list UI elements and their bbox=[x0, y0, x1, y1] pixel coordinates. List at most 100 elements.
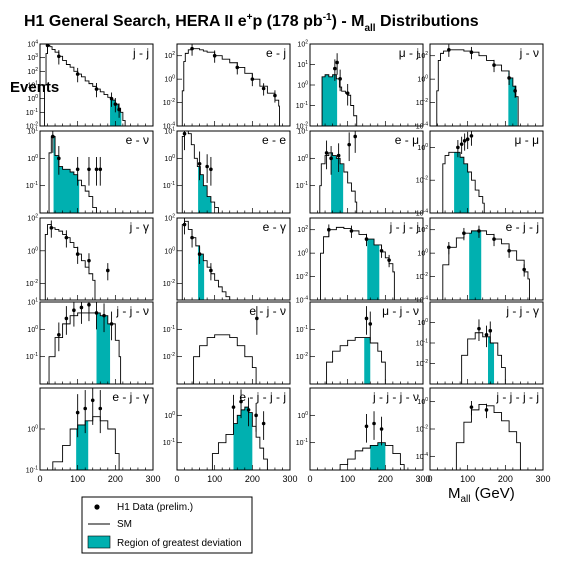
data-point bbox=[364, 316, 369, 321]
y-tick-label: 104 bbox=[27, 40, 38, 49]
panel-frame bbox=[176, 130, 291, 214]
data-point bbox=[64, 235, 69, 240]
data-point bbox=[94, 87, 99, 91]
data-point bbox=[507, 249, 511, 253]
data-point bbox=[353, 134, 358, 139]
y-tick-label: 10-2 bbox=[416, 272, 428, 281]
x-tick-label: 0 bbox=[37, 474, 42, 484]
y-tick-label: 100 bbox=[164, 154, 175, 163]
y-tick-label: 10-1 bbox=[26, 466, 38, 475]
x-tick-label: 0 bbox=[307, 474, 312, 484]
data-point bbox=[209, 167, 213, 172]
data-point bbox=[94, 167, 99, 172]
data-point bbox=[387, 258, 391, 262]
data-point bbox=[456, 145, 460, 150]
data-point bbox=[235, 65, 240, 70]
data-point bbox=[75, 72, 80, 76]
channel-label: μ - μ bbox=[515, 133, 540, 147]
y-tick-label: 10-4 bbox=[416, 122, 428, 131]
y-tick-label: 10-2 bbox=[296, 352, 308, 361]
channel-label: μ - j bbox=[399, 46, 419, 60]
deviation-region bbox=[454, 152, 470, 213]
panel-frame bbox=[39, 130, 154, 214]
channel-label: μ - j - ν bbox=[382, 304, 419, 318]
panel-2: 10-4 10-2 100 102 e - j bbox=[163, 43, 291, 131]
panel-6: 10-1 100 101 e - e bbox=[163, 127, 291, 214]
data-point bbox=[324, 151, 329, 155]
channel-label: j - ν bbox=[519, 46, 539, 60]
deviation-region bbox=[370, 442, 386, 470]
deviation-region bbox=[198, 166, 212, 213]
y-tick-label: 10-4 bbox=[296, 296, 308, 305]
y-tick-label: 10-4 bbox=[416, 296, 428, 305]
data-point bbox=[447, 48, 451, 52]
data-point bbox=[364, 237, 369, 241]
sm-histogram bbox=[40, 136, 97, 213]
panel-15: 10-2 10-1 μ - j - ν bbox=[296, 301, 424, 385]
y-tick-label: 10-1 bbox=[163, 325, 175, 334]
y-tick-label: 10-1 bbox=[26, 352, 38, 361]
data-point bbox=[364, 424, 369, 429]
x-tick-label: 300 bbox=[415, 474, 430, 484]
y-tick-label: 101 bbox=[27, 81, 38, 90]
data-point bbox=[109, 322, 114, 326]
y-tick-label: 102 bbox=[27, 214, 38, 223]
x-axis-title: Mall (GeV) bbox=[448, 485, 515, 505]
panel-frame bbox=[309, 130, 424, 214]
channel-label: j - j - j - ν bbox=[372, 390, 419, 404]
panel-frame bbox=[39, 301, 154, 385]
panel-frame bbox=[176, 43, 291, 127]
data-point bbox=[79, 305, 84, 310]
y-tick-label: 100 bbox=[27, 154, 38, 163]
data-point bbox=[57, 54, 61, 59]
sm-histogram bbox=[310, 152, 358, 213]
x-tick-label: 300 bbox=[535, 474, 550, 484]
panel-frame bbox=[429, 217, 544, 301]
sm-histogram bbox=[310, 74, 358, 126]
data-point bbox=[98, 167, 103, 172]
y-tick-label: 10-1 bbox=[163, 438, 175, 447]
deviation-region bbox=[367, 239, 380, 300]
sm-histogram bbox=[430, 49, 519, 126]
panel-frame bbox=[309, 387, 424, 471]
channel-label: e - j - j - j bbox=[239, 390, 286, 404]
data-point bbox=[87, 167, 91, 172]
y-tick-label: 10-4 bbox=[416, 209, 428, 218]
y-axis-title: Events bbox=[10, 79, 59, 96]
y-tick-label: 100 bbox=[27, 246, 38, 255]
y-tick-label: 10-2 bbox=[163, 98, 175, 107]
deviation-region bbox=[331, 152, 344, 213]
data-point bbox=[83, 406, 87, 411]
data-point bbox=[75, 252, 80, 256]
data-point bbox=[205, 164, 209, 169]
y-tick-label: 10-1 bbox=[163, 181, 175, 190]
x-tick-label: 0 bbox=[174, 474, 179, 484]
panel-18: 10-1 100 e - j - j - j bbox=[163, 387, 291, 471]
data-point bbox=[333, 66, 337, 71]
data-point bbox=[447, 245, 451, 250]
deviation-region bbox=[53, 136, 80, 213]
deviation-region bbox=[321, 74, 338, 126]
x-tick-label: 200 bbox=[245, 474, 260, 484]
sm-histogram bbox=[310, 442, 405, 470]
x-tick-label: 0 bbox=[427, 474, 432, 484]
data-point bbox=[75, 167, 80, 172]
data-point bbox=[469, 50, 474, 54]
y-tick-label: 10-1 bbox=[26, 181, 38, 190]
data-point bbox=[477, 229, 481, 233]
data-point bbox=[64, 316, 69, 321]
y-tick-label: 10-2 bbox=[26, 279, 38, 288]
sm-histogram bbox=[310, 226, 395, 300]
y-tick-label: 101 bbox=[27, 127, 38, 136]
y-tick-label: 102 bbox=[417, 51, 428, 60]
data-point bbox=[102, 313, 106, 318]
sm-histogram bbox=[430, 403, 521, 470]
y-tick-label: 10-4 bbox=[416, 452, 428, 461]
panel-3: 10-2 10-1 100 101 102 μ - j bbox=[296, 40, 424, 131]
deviation-region bbox=[96, 312, 111, 384]
data-point bbox=[231, 405, 236, 409]
panel-frame bbox=[176, 217, 291, 301]
data-point bbox=[477, 326, 481, 331]
data-point bbox=[87, 258, 91, 263]
